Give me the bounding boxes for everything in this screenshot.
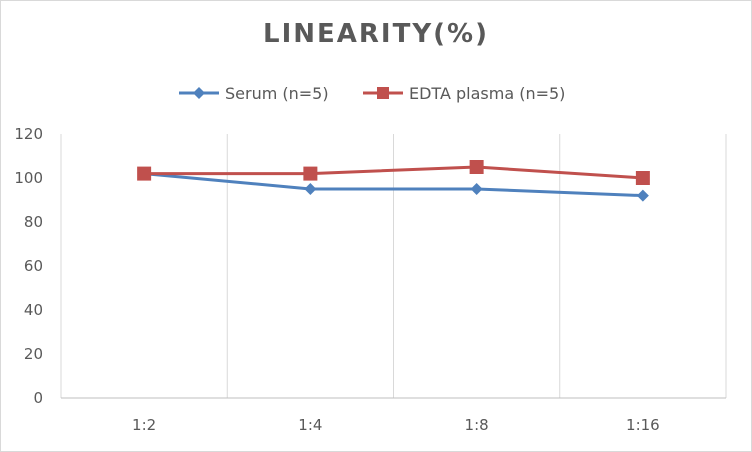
series-line-1 <box>143 172 643 198</box>
x-tick-label: 1:8 <box>465 416 489 434</box>
edta-plasma-data-point <box>303 166 318 181</box>
chart-title: LINEARITY(%) <box>263 19 489 49</box>
serum-data-point <box>636 189 649 202</box>
legend-label-1: Serum (n=5) <box>225 84 329 103</box>
y-tick-label: 40 <box>24 301 43 319</box>
y-tick-label: 60 <box>24 257 43 275</box>
y-tick-label: 100 <box>14 169 43 187</box>
edta-plasma-data-point <box>635 171 650 185</box>
serum-data-point <box>304 183 317 195</box>
y-tick-label: 0 <box>33 389 43 407</box>
y-tick-label: 80 <box>24 213 43 231</box>
legend-label-2: EDTA plasma (n=5) <box>409 84 565 103</box>
edta-plasma-data-point <box>137 166 152 181</box>
y-tick-label: 20 <box>24 345 43 363</box>
x-tick-label: 1:4 <box>298 416 322 434</box>
series-line-2 <box>144 165 643 180</box>
legend-square-marker <box>377 87 389 99</box>
x-tick-label: 1:2 <box>132 416 156 434</box>
edta-plasma-data-point <box>469 160 484 174</box>
legend-diamond-marker <box>193 87 205 99</box>
y-tick-label: 120 <box>14 125 43 143</box>
serum-data-point <box>470 183 483 195</box>
x-tick-label: 1:16 <box>626 416 660 434</box>
